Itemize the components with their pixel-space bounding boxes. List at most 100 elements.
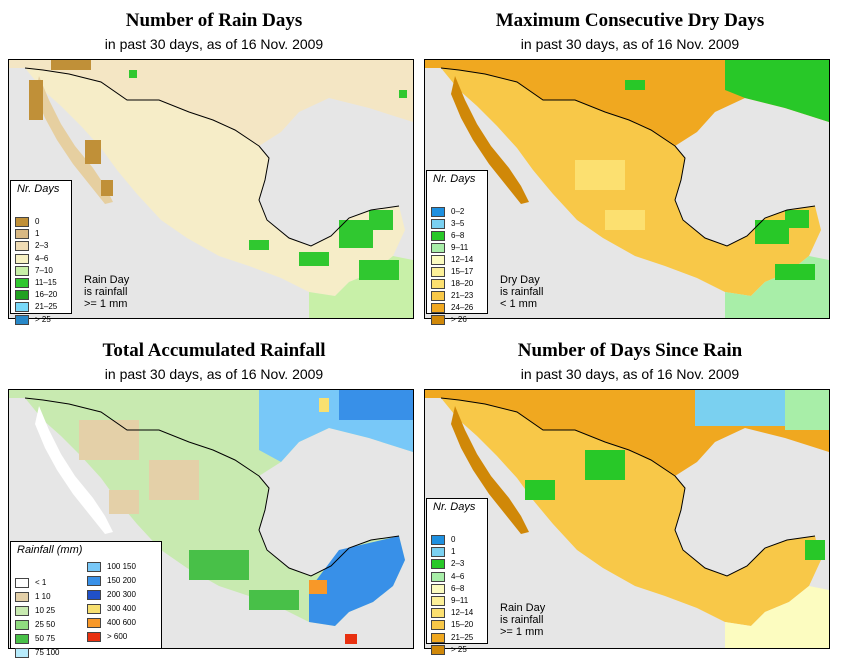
map-svg — [425, 390, 829, 648]
border-lines — [440, 67, 816, 247]
legend-label: 1 — [35, 229, 40, 239]
mexico-land — [441, 398, 821, 626]
legend-label: > 26 — [451, 315, 467, 324]
map-svg — [425, 60, 829, 318]
legend-swatch — [431, 315, 445, 325]
legend-swatch — [431, 243, 445, 253]
legend-swatch — [87, 604, 101, 614]
green-patches — [525, 450, 825, 560]
usa-land — [9, 60, 413, 146]
legend-swatch — [87, 632, 101, 642]
legend-label: 400 600 — [107, 618, 136, 627]
legend-swatch — [431, 632, 445, 643]
map-dry-days — [424, 59, 830, 319]
legend-rainfall: Rainfall (mm) < 1 1 10 10 25 25 50 50 75 75 1… — [10, 541, 162, 658]
legend-swatch — [87, 618, 101, 628]
legend-label: 150 200 — [107, 576, 136, 585]
legend-label: 200 300 — [107, 590, 136, 599]
legend-label: 75 100 — [35, 648, 60, 657]
legend-label: > 25 — [451, 644, 467, 654]
legend-label: 3–5 — [451, 219, 465, 228]
legend-title: Rainfall (mm) — [17, 544, 83, 556]
legend-label: 4–6 — [451, 571, 465, 581]
legend-label: 100 150 — [107, 562, 136, 571]
panel-subtitle: in past 30 days, as of 16 Nov. 2009 — [104, 366, 324, 382]
legend-swatch — [15, 265, 29, 276]
legend-swatch — [15, 229, 29, 240]
legend-label: 6–8 — [451, 231, 465, 240]
legend-label: 25 50 — [35, 620, 56, 629]
legend-swatch — [431, 279, 445, 289]
legend-label: 50 75 — [35, 634, 56, 643]
panel-title: Total Accumulated Rainfall — [102, 340, 326, 361]
legend-label: 0–2 — [451, 207, 465, 216]
orange-patch — [309, 580, 327, 594]
baja-peninsula — [35, 406, 113, 534]
legend-label: 2–3 — [451, 559, 465, 569]
legend-label: 0 — [451, 535, 456, 544]
map-rain-days — [8, 59, 414, 319]
legend-swatch — [15, 592, 29, 602]
note-line: Rain Day — [500, 602, 546, 614]
green-patches — [129, 70, 407, 280]
legend-label: > 600 — [107, 632, 128, 641]
note-line: >= 1 mm — [500, 626, 544, 638]
legend-label: 16–20 — [35, 290, 58, 300]
legend-swatch — [431, 231, 445, 241]
legend-swatch — [431, 535, 445, 545]
panel-total-rainfall: Total Accumulated Rainfall in past 30 da… — [8, 330, 420, 658]
note-line: is rainfall — [84, 286, 128, 298]
legend-swatch — [15, 253, 29, 264]
legend-swatch — [431, 207, 445, 217]
note-line: is rainfall — [500, 286, 544, 298]
panel-subtitle: in past 30 days, as of 16 Nov. 2009 — [104, 36, 324, 52]
baja-peninsula — [451, 406, 529, 534]
legend-swatch — [431, 644, 445, 655]
legend-label: 15–17 — [451, 267, 474, 276]
legend-swatch — [15, 302, 29, 313]
legend-swatch — [15, 217, 29, 227]
central-america — [725, 586, 829, 648]
panel-rain-days: Number of Rain Days in past 30 days, as … — [8, 0, 420, 325]
legend-label: < 1 — [35, 578, 47, 587]
note-line: Rain Day — [84, 274, 130, 286]
legend-rain-days: Nr. Days 0 1 2–3 4–6 7–10 11–15 16–20 21–25 > 25 — [10, 180, 72, 325]
panel-title: Number of Days Since Rain — [517, 340, 743, 361]
green-patches — [189, 550, 299, 610]
red-patch — [345, 634, 357, 644]
legend-label: 24–26 — [451, 303, 474, 312]
panel-title: Maximum Consecutive Dry Days — [495, 10, 765, 31]
legend-swatch — [431, 291, 445, 301]
legend-label: > 25 — [35, 314, 51, 324]
legend-swatch — [87, 590, 101, 600]
panel-subtitle: in past 30 days, as of 16 Nov. 2009 — [520, 366, 740, 382]
legend-swatch — [431, 255, 445, 265]
map-svg — [9, 60, 413, 318]
legend-label: 15–20 — [451, 620, 474, 630]
legend-label: 11–15 — [35, 278, 57, 287]
panel-title: Number of Rain Days — [125, 10, 303, 31]
legend-swatch — [15, 634, 29, 644]
legend-label: 12–14 — [451, 608, 474, 618]
light-patches — [575, 160, 645, 230]
yucatan-blue — [309, 536, 405, 626]
border-lines — [440, 397, 816, 577]
legend-label: 7–10 — [35, 265, 53, 275]
legend-label: 12–14 — [451, 255, 474, 264]
legend-swatch — [15, 278, 29, 288]
legend-swatch — [15, 578, 29, 588]
legend-swatch — [87, 562, 101, 572]
legend-swatch — [15, 290, 29, 301]
legend-swatch — [87, 576, 101, 586]
legend-swatch — [431, 583, 445, 594]
legend-title: Nr. Days — [17, 183, 60, 195]
legend-swatch — [15, 620, 29, 630]
legend-swatch — [15, 648, 29, 658]
legend-label: 6–8 — [451, 583, 465, 593]
border-lines — [24, 397, 400, 577]
legend-label: 1 — [451, 547, 456, 557]
map-note: Rain Day is rainfall >= 1 mm — [500, 602, 545, 638]
green-patches — [625, 80, 815, 280]
panel-subtitle: in past 30 days, as of 16 Nov. 2009 — [520, 36, 740, 52]
legend-label: 300 400 — [107, 604, 136, 613]
